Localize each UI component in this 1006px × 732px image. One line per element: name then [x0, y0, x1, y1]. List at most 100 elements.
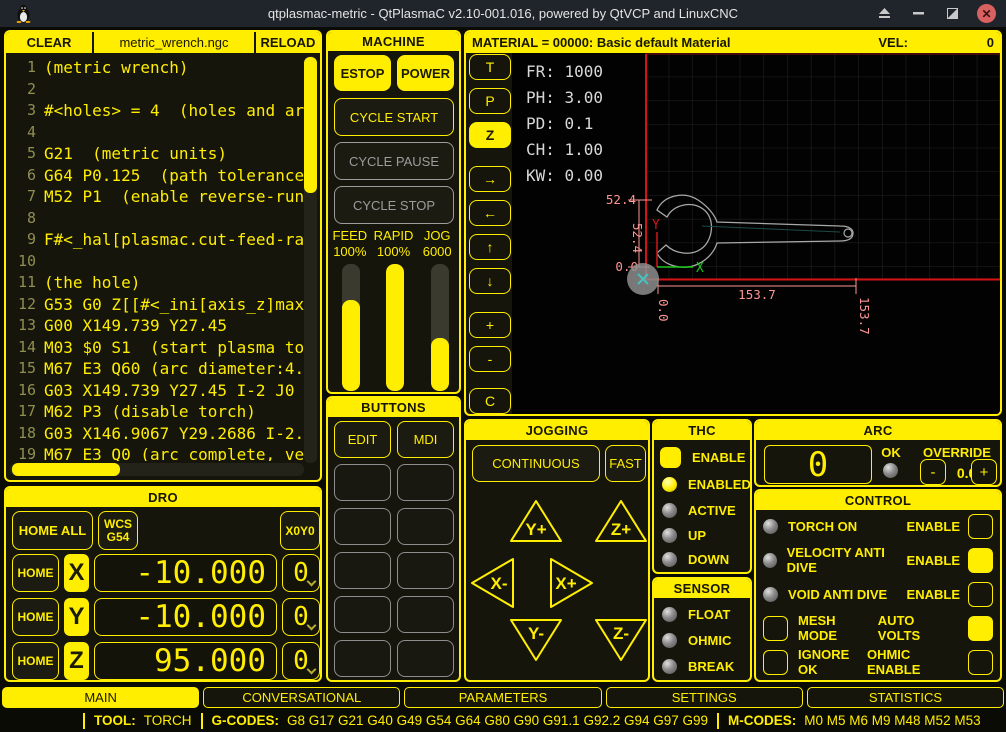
tab-main[interactable]: MAIN	[2, 687, 200, 708]
gcode-vscrollbar[interactable]	[304, 56, 317, 463]
view-perspective-button[interactable]: P	[469, 88, 511, 114]
jog-fast-button[interactable]: FAST	[605, 445, 646, 482]
material-header: MATERIAL = 00000: Basic default Material…	[466, 32, 1000, 53]
power-button[interactable]: POWER	[397, 55, 454, 91]
mesh-mode-checkbox[interactable]	[763, 615, 788, 641]
reload-button[interactable]: RELOAD	[254, 32, 320, 53]
user-button-blank[interactable]	[397, 508, 454, 545]
thc-down-led	[662, 552, 677, 567]
pan-up-button[interactable]: ↑	[469, 234, 511, 260]
ignore-ok-checkbox[interactable]	[763, 649, 788, 675]
user-button-blank[interactable]	[334, 464, 391, 501]
mcodes-label: M-CODES:	[728, 713, 797, 728]
void-anti-dive-checkbox[interactable]	[968, 581, 993, 607]
home-y-button[interactable]: HOME	[12, 598, 59, 636]
close-icon[interactable]: ✕	[977, 4, 996, 23]
dim-height-label: 52.4	[606, 192, 636, 207]
wrench-hole	[843, 228, 853, 238]
jog-z-minus-button[interactable]: Z-	[592, 616, 648, 669]
arc-override-minus-button[interactable]: -	[920, 459, 946, 485]
rapid-override-slider[interactable]	[386, 264, 404, 391]
ignore-ok-row: IGNORE OK OHMIC ENABLE	[763, 647, 993, 677]
user-button-blank[interactable]	[334, 640, 391, 677]
view-top-button[interactable]: T	[469, 54, 511, 80]
preview-canvas[interactable]: 52.4 52.4 0.0 153.7 0.0 153.7 Y X	[512, 53, 1000, 414]
thc-enable-checkbox[interactable]	[660, 447, 681, 468]
cycle-pause-button[interactable]: CYCLE PAUSE	[334, 142, 454, 180]
sensor-panel: SENSOR FLOAT OHMIC BREAK	[652, 577, 752, 682]
view-z-button[interactable]: Z	[469, 122, 511, 148]
sensor-break-row: BREAK	[662, 659, 734, 674]
jog-y-minus-button[interactable]: Y-	[507, 616, 565, 669]
zero-y-dropdown[interactable]: 0	[282, 598, 320, 636]
cycle-start-button[interactable]: CYCLE START	[334, 98, 454, 136]
arc-override-plus-button[interactable]: +	[971, 459, 997, 485]
control-header: CONTROL	[756, 491, 1000, 510]
ohmic-sensor-led	[662, 633, 677, 648]
gcode-listing[interactable]: 1 (metric wrench) 2 3 #<holes> = 4 (holes …	[10, 57, 304, 461]
user-button-blank[interactable]	[397, 464, 454, 501]
mdi-button[interactable]: MDI	[397, 421, 454, 458]
tab-conversational[interactable]: CONVERSATIONAL	[203, 687, 401, 708]
ohmic-enable-checkbox[interactable]	[968, 649, 993, 675]
user-button-blank[interactable]	[397, 640, 454, 677]
jog-x-minus-button[interactable]: X-	[468, 555, 518, 616]
jog-continuous-button[interactable]: CONTINUOUS	[472, 445, 600, 482]
estop-button[interactable]: ESTOP	[334, 55, 391, 91]
tab-statistics[interactable]: STATISTICS	[806, 687, 1005, 708]
home-all-button[interactable]: HOME ALL	[12, 511, 93, 550]
edit-button[interactable]: EDIT	[334, 421, 391, 458]
arc-override-label: OVERRIDE	[923, 445, 991, 460]
user-button-blank[interactable]	[334, 596, 391, 633]
arc-panel: ARC 0 OK OVERRIDE - 0.00 +	[754, 419, 1002, 487]
vscroll-thumb[interactable]	[304, 57, 317, 193]
sensor-header: SENSOR	[654, 579, 750, 598]
minimize-icon[interactable]	[909, 5, 927, 23]
clear-view-button[interactable]: C	[469, 388, 511, 414]
thc-enabled-row: ENABLED	[662, 477, 750, 492]
wrench-toolpath	[656, 194, 854, 268]
thc-active-led	[662, 503, 677, 518]
tab-parameters[interactable]: PARAMETERS	[404, 687, 602, 708]
shade-window-icon[interactable]	[875, 5, 893, 23]
wcs-button[interactable]: WCS G54	[98, 511, 138, 550]
user-button-blank[interactable]	[334, 552, 391, 589]
auto-volts-checkbox[interactable]	[968, 615, 993, 641]
machine-header: MACHINE	[328, 32, 459, 51]
tab-settings[interactable]: SETTINGS	[605, 687, 803, 708]
maximize-icon[interactable]	[943, 5, 961, 23]
jog-x-plus-button[interactable]: X+	[546, 555, 596, 616]
user-button-blank[interactable]	[334, 508, 391, 545]
user-button-blank[interactable]	[397, 552, 454, 589]
hscroll-thumb[interactable]	[12, 463, 120, 476]
torch-enable-checkbox[interactable]	[968, 513, 993, 539]
pan-down-button[interactable]: ↓	[469, 268, 511, 294]
dim-zero-x: 0.0	[656, 299, 671, 322]
velocity-anti-dive-checkbox[interactable]	[968, 547, 993, 573]
user-button-blank[interactable]	[397, 596, 454, 633]
pan-right-button[interactable]: →	[469, 166, 511, 192]
zero-z-dropdown[interactable]: 0	[282, 642, 320, 680]
arc-ok-label: OK	[881, 445, 901, 460]
jog-y-plus-button[interactable]: Y+	[507, 497, 565, 550]
thc-header: THC	[654, 421, 750, 440]
zoom-out-button[interactable]: -	[469, 346, 511, 372]
jog-speed-slider[interactable]	[431, 264, 449, 391]
loaded-file-name: metric_wrench.ngc	[119, 35, 229, 50]
sensor-ohmic-row: OHMIC	[662, 633, 731, 648]
clear-button[interactable]: CLEAR	[6, 32, 94, 53]
x0y0-button[interactable]: X0Y0	[280, 511, 320, 550]
jog-z-plus-button[interactable]: Z+	[592, 497, 648, 550]
cycle-stop-button[interactable]: CYCLE STOP	[334, 186, 454, 224]
gcode-hscrollbar[interactable]	[10, 463, 304, 476]
origin-glyph	[637, 273, 649, 285]
zoom-in-button[interactable]: +	[469, 312, 511, 338]
zero-x-dropdown[interactable]: 0	[282, 554, 320, 592]
home-x-button[interactable]: HOME	[12, 554, 59, 592]
thc-down-row: DOWN	[662, 552, 729, 567]
feed-override-slider[interactable]	[342, 264, 360, 391]
home-z-button[interactable]: HOME	[12, 642, 59, 680]
pan-left-button[interactable]: ←	[469, 200, 511, 226]
axis-z-label: Z	[64, 642, 89, 680]
